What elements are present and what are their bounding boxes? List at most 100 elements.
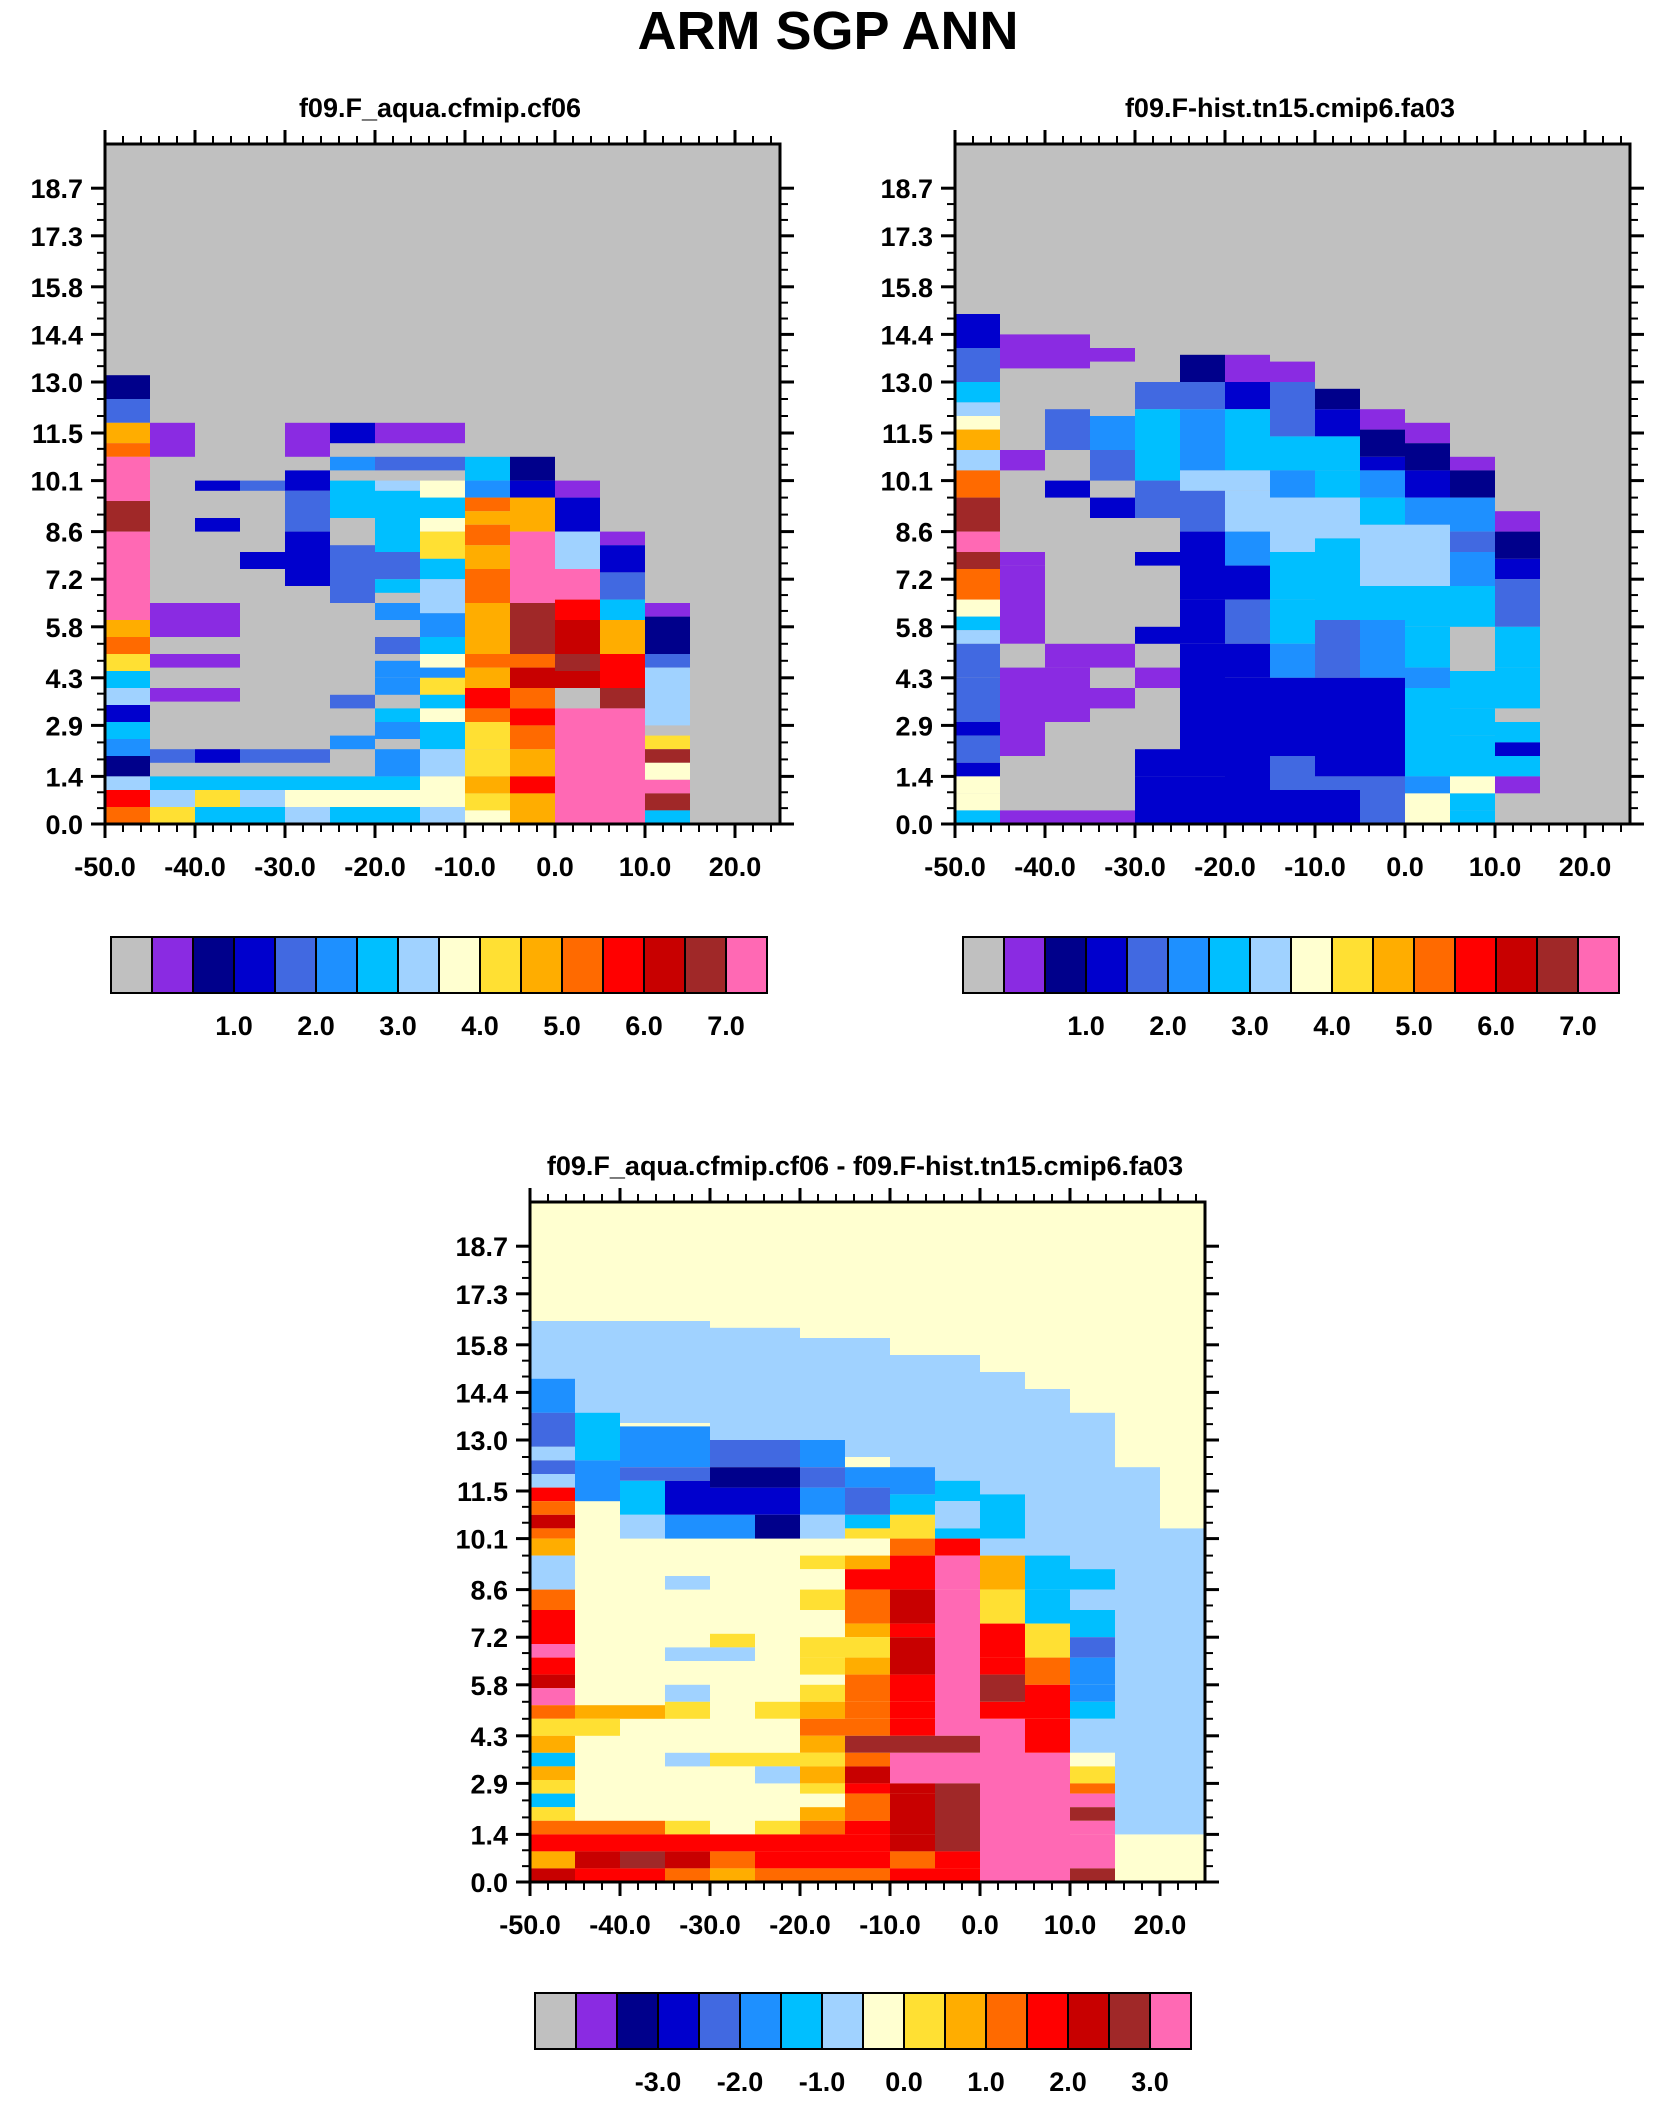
heatmap-cell <box>285 531 330 586</box>
heatmap-cell <box>665 1467 710 1481</box>
heatmap-cell <box>465 749 510 777</box>
heatmap-cell <box>530 1820 575 1835</box>
heatmap-cell <box>1180 470 1225 491</box>
heatmap-cell <box>955 450 1000 471</box>
heatmap-cell <box>710 1327 800 1447</box>
colorbar-swatch <box>1067 1992 1110 2050</box>
y-tick-label: 15.8 <box>30 273 83 303</box>
colorbar-label: 2.0 <box>1149 1011 1187 1041</box>
heatmap-cell <box>800 1752 845 1767</box>
heatmap-cell <box>620 1851 665 1869</box>
heatmap-cell <box>1450 470 1495 498</box>
heatmap-cell <box>755 1752 800 1767</box>
plot-frame <box>953 142 1632 826</box>
heatmap-cell <box>510 793 555 824</box>
heatmap-cell <box>330 807 375 824</box>
colorbar-label: 5.0 <box>543 1011 581 1041</box>
heatmap-cell <box>980 1674 1025 1702</box>
heatmap-cell <box>1360 524 1405 586</box>
heatmap-cell <box>665 1868 710 1882</box>
heatmap-cell <box>1270 361 1315 382</box>
heatmap-cell <box>530 1851 575 1869</box>
heatmap-cell <box>1495 793 1540 824</box>
heatmap-cell <box>800 1467 845 1488</box>
heatmap-cell <box>665 1514 710 1539</box>
y-tick-label: 10.1 <box>30 467 83 497</box>
heatmap-cell <box>420 708 465 722</box>
heatmap-cell <box>1070 1868 1115 1882</box>
heatmap-cell <box>845 1623 890 1638</box>
heatmap-cell <box>465 776 510 794</box>
heatmap-cell <box>530 1752 575 1767</box>
colorbar-swatch <box>561 936 604 994</box>
heatmap-cell <box>530 1718 575 1736</box>
heatmap-cell <box>645 779 690 794</box>
heatmap-cell <box>1000 643 1045 668</box>
colorbar-label: 3.0 <box>379 1011 417 1041</box>
heatmap-cell <box>195 749 240 763</box>
heatmap-cell <box>1180 490 1225 532</box>
heatmap-cell <box>890 1514 935 1539</box>
heatmap-cell <box>1025 1623 1070 1658</box>
heatmap-cell <box>665 1647 710 1661</box>
heatmap-cell <box>375 660 420 678</box>
heatmap-cell <box>1070 1569 1115 1590</box>
heatmap-cell <box>150 749 195 763</box>
heatmap-cell <box>955 552 1000 569</box>
heatmap-cell <box>1405 524 1450 586</box>
heatmap-cell <box>555 671 600 688</box>
y-tick-label: 2.9 <box>470 1769 508 1799</box>
heatmap-cell <box>530 1657 575 1675</box>
heatmap-cell <box>620 1820 665 1835</box>
heatmap-cell <box>1225 599 1270 644</box>
y-tick-label: 18.7 <box>880 174 933 204</box>
x-tick-label: -10.0 <box>859 1910 921 1940</box>
heatmap-cell <box>1450 793 1495 811</box>
x-tick-label: -20.0 <box>769 1910 831 1940</box>
colorbar-swatch <box>1108 1992 1151 2050</box>
heatmap-cell <box>1025 1657 1070 1685</box>
heatmap-cell <box>420 654 465 668</box>
heatmap-cell <box>755 1467 800 1488</box>
page-title: ARM SGP ANN <box>637 1 1019 61</box>
heatmap-cell <box>530 1868 575 1882</box>
heatmap-cell <box>1495 776 1540 794</box>
colorbar-swatch <box>780 1992 823 2050</box>
y-tick-label: 4.3 <box>45 664 83 694</box>
heatmap-cell <box>330 545 375 603</box>
colorbar-label: 1.0 <box>1067 1011 1105 1041</box>
heatmap-cell <box>1070 1637 1115 1658</box>
heatmap-cell <box>800 1637 845 1658</box>
heatmap-cell <box>465 497 510 512</box>
heatmap-cell <box>600 708 645 824</box>
heatmap-cell <box>755 1834 800 1852</box>
heatmap-cell <box>1315 409 1360 437</box>
heatmap-cell <box>420 776 465 807</box>
heatmap-cell <box>1225 490 1270 532</box>
heatmap-cell <box>845 1569 890 1590</box>
colorbar-swatch <box>1495 936 1538 994</box>
heatmap-cell <box>1315 436 1360 471</box>
heatmap-cell <box>465 810 510 824</box>
heatmap-cell <box>465 722 510 750</box>
heatmap-cell <box>1045 643 1090 668</box>
heatmap-cell <box>845 1701 890 1719</box>
y-tick-label: 10.1 <box>455 1525 508 1555</box>
heatmap-cell <box>530 1487 575 1502</box>
heatmap-cell <box>105 456 150 501</box>
heatmap-cell <box>800 1569 845 1590</box>
heatmap-cell <box>845 1514 890 1529</box>
heatmap-cell <box>665 1426 710 1468</box>
heatmap-cell <box>465 708 510 722</box>
heatmap-cell <box>645 667 690 705</box>
heatmap-cell <box>710 1766 755 1784</box>
y-tick-label: 8.6 <box>45 518 83 548</box>
heatmap-cell <box>530 1555 575 1590</box>
heatmap-cell <box>105 756 150 777</box>
heatmap-cell <box>105 422 150 444</box>
heatmap-cell <box>955 616 1000 631</box>
heatmap-cell <box>645 603 690 617</box>
heatmap-cell <box>420 694 465 709</box>
colorbar-swatch <box>397 936 440 994</box>
heatmap-cell <box>1180 409 1225 471</box>
